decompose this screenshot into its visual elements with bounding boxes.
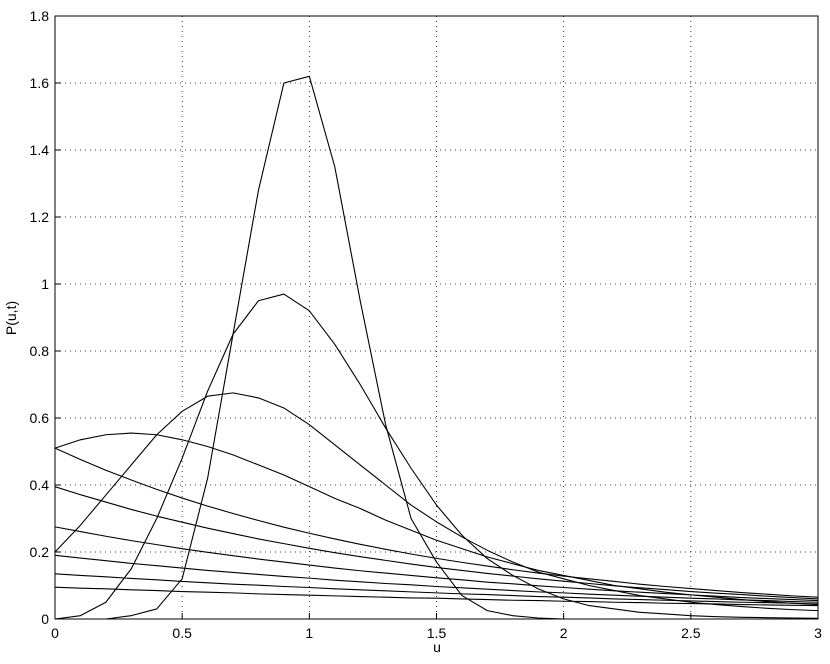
series-line — [54, 486, 819, 600]
y-tick-label: 1.4 — [30, 142, 50, 158]
y-tick-label: 0.6 — [30, 410, 50, 426]
y-tick-label: 0.2 — [30, 544, 50, 560]
x-tick-label: 2 — [560, 625, 568, 641]
x-tick-label: 1 — [305, 625, 313, 641]
x-tick-label: 2.5 — [681, 625, 701, 641]
y-tick-label: 0.8 — [30, 343, 50, 359]
series-line — [54, 526, 819, 602]
x-tick-label: 3 — [814, 625, 822, 641]
x-tick-label: 1.5 — [427, 625, 447, 641]
x-axis-label: u — [433, 639, 441, 655]
y-tick-label: 1 — [41, 276, 49, 292]
x-tick-label: 0 — [51, 625, 59, 641]
y-tick-label: 1.6 — [30, 75, 50, 91]
x-tick-label: 0.5 — [172, 625, 192, 641]
series-line — [54, 586, 819, 607]
series-line — [54, 392, 819, 612]
series-line — [54, 573, 819, 605]
y-tick-label: 1.2 — [30, 209, 50, 225]
y-tick-label: 0.4 — [30, 477, 50, 493]
series-line — [54, 293, 819, 620]
y-axis-label: P(u,t) — [3, 301, 19, 335]
y-tick-label: 1.8 — [30, 8, 50, 24]
series-line — [54, 447, 819, 598]
y-tick-label: 0 — [41, 611, 49, 627]
series-line — [54, 554, 819, 603]
plot-frame — [54, 15, 819, 620]
